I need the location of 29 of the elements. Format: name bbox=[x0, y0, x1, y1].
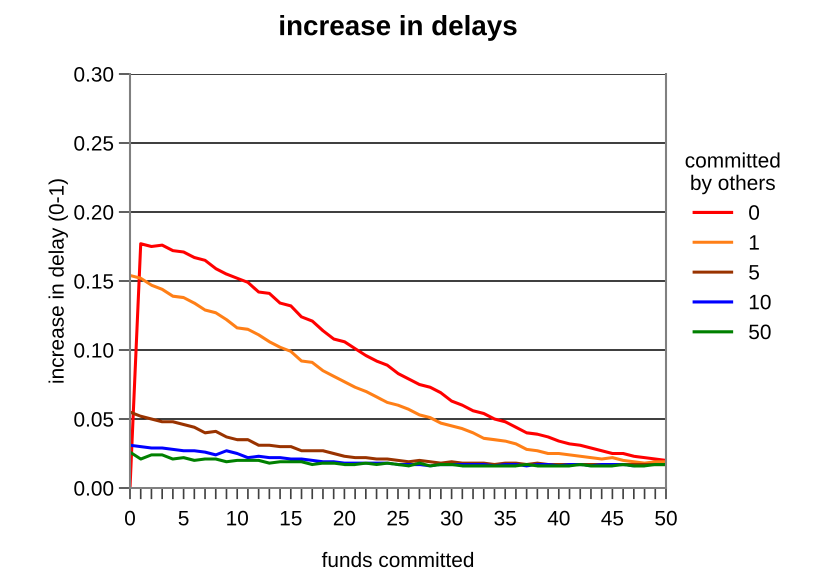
legend-title: committed by others bbox=[686, 152, 780, 194]
line-series bbox=[130, 450, 666, 468]
y-tick-label: 0.25 bbox=[74, 136, 114, 151]
y-tick-label: 0.15 bbox=[74, 274, 114, 289]
line-series bbox=[130, 274, 666, 465]
x-tick-label: 30 bbox=[440, 510, 462, 526]
y-tick-label: 0.05 bbox=[74, 412, 114, 427]
legend-label: 0 bbox=[749, 205, 760, 220]
x-tick-label: 20 bbox=[334, 510, 356, 526]
x-tick-label: 50 bbox=[655, 510, 677, 526]
x-tick-label: 0 bbox=[125, 510, 135, 526]
x-axis-title: funds committed bbox=[322, 552, 474, 568]
y-axis-title: increase in delay (0-1) bbox=[48, 179, 68, 383]
x-tick-label: 10 bbox=[227, 510, 248, 526]
chart-title: increase in delays bbox=[280, 14, 517, 41]
y-tick-label: 0.30 bbox=[74, 67, 114, 82]
x-tick-label: 35 bbox=[494, 510, 516, 526]
y-tick-label: 0.00 bbox=[74, 481, 114, 496]
x-tick-label: 5 bbox=[178, 510, 189, 526]
legend-label: 5 bbox=[749, 265, 760, 280]
x-tick-label: 15 bbox=[280, 510, 302, 526]
y-tick-label: 0.20 bbox=[74, 205, 114, 220]
y-tick-label: 0.10 bbox=[74, 343, 114, 358]
x-tick-label: 40 bbox=[548, 510, 570, 526]
legend-label: 10 bbox=[750, 294, 771, 310]
legend-label: 50 bbox=[749, 324, 771, 340]
x-tick-label: 45 bbox=[601, 510, 624, 526]
legend-label: 1 bbox=[750, 235, 759, 250]
x-tick-label: 25 bbox=[387, 510, 409, 526]
